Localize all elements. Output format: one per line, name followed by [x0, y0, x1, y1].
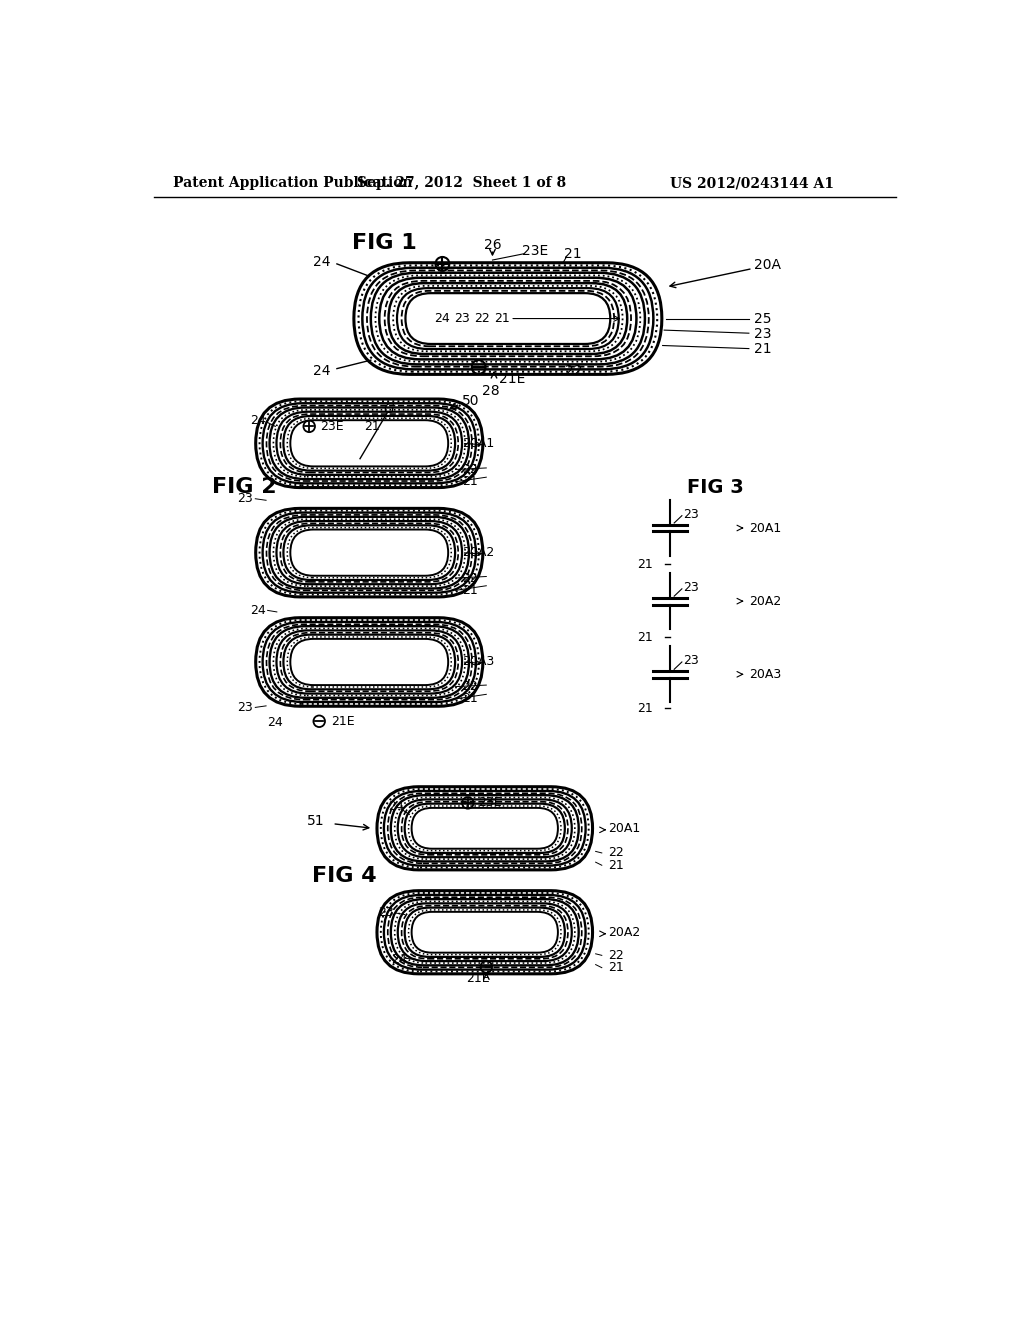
Text: G: G — [383, 403, 394, 416]
Text: 51: 51 — [307, 813, 325, 828]
Text: 25: 25 — [755, 312, 772, 326]
Text: 20A2: 20A2 — [462, 546, 494, 560]
Text: 24: 24 — [388, 800, 404, 813]
Text: FIG 1: FIG 1 — [352, 234, 417, 253]
Text: US 2012/0243144 A1: US 2012/0243144 A1 — [670, 176, 834, 190]
Text: 24: 24 — [390, 953, 407, 966]
Text: 23E: 23E — [319, 420, 344, 433]
Text: 24: 24 — [250, 603, 265, 616]
Text: 21E: 21E — [331, 714, 354, 727]
Text: 26: 26 — [483, 239, 502, 252]
Text: 20A1: 20A1 — [608, 822, 640, 834]
Text: 24: 24 — [312, 255, 331, 268]
Text: 21: 21 — [755, 342, 772, 356]
Text: 20A3: 20A3 — [749, 668, 781, 681]
Text: 23: 23 — [683, 581, 699, 594]
Text: 22: 22 — [608, 949, 624, 962]
Text: 21: 21 — [608, 859, 624, 871]
Text: 21E: 21E — [466, 972, 489, 985]
Text: 20A3: 20A3 — [462, 656, 494, 668]
Text: 20A1: 20A1 — [462, 437, 494, 450]
Text: 24: 24 — [312, 364, 331, 378]
Text: 21: 21 — [462, 693, 477, 705]
Text: Patent Application Publication: Patent Application Publication — [173, 176, 413, 190]
Text: 21: 21 — [364, 420, 380, 433]
Text: 23: 23 — [237, 492, 252, 506]
Text: 21: 21 — [608, 961, 624, 974]
Text: 20A2: 20A2 — [749, 594, 781, 607]
Text: 22: 22 — [462, 680, 477, 693]
Text: 21: 21 — [637, 631, 652, 644]
Text: 21: 21 — [564, 247, 582, 261]
Text: 20A: 20A — [755, 257, 781, 272]
Text: 21: 21 — [494, 312, 510, 325]
Text: 21E: 21E — [499, 372, 525, 385]
Text: 21: 21 — [637, 557, 652, 570]
Text: 23: 23 — [454, 312, 470, 325]
Text: 23E: 23E — [521, 244, 548, 257]
Text: 22: 22 — [474, 312, 489, 325]
Text: FIG 2: FIG 2 — [212, 478, 276, 498]
Text: 22: 22 — [608, 846, 624, 859]
Text: 23: 23 — [378, 907, 394, 920]
Text: 21: 21 — [462, 583, 477, 597]
Text: 22: 22 — [564, 364, 582, 378]
Text: 23: 23 — [683, 508, 699, 520]
Text: 20A1: 20A1 — [749, 521, 781, 535]
Text: 24: 24 — [434, 312, 451, 325]
Text: FIG 3: FIG 3 — [687, 478, 744, 496]
Text: 23: 23 — [237, 701, 252, 714]
Text: 22: 22 — [462, 463, 477, 477]
Text: Sep. 27, 2012  Sheet 1 of 8: Sep. 27, 2012 Sheet 1 of 8 — [357, 176, 566, 190]
Text: 24: 24 — [267, 717, 284, 730]
Text: 24: 24 — [250, 413, 265, 426]
Text: 21: 21 — [637, 702, 652, 714]
Text: 23: 23 — [755, 327, 772, 341]
Text: 20A2: 20A2 — [608, 925, 640, 939]
Text: 23: 23 — [683, 653, 699, 667]
Text: 28: 28 — [482, 384, 500, 397]
Text: 21: 21 — [462, 475, 477, 488]
Text: 23E: 23E — [478, 796, 502, 809]
Text: 50: 50 — [462, 393, 479, 408]
Text: FIG 4: FIG 4 — [312, 866, 377, 886]
Text: 22: 22 — [462, 572, 477, 585]
